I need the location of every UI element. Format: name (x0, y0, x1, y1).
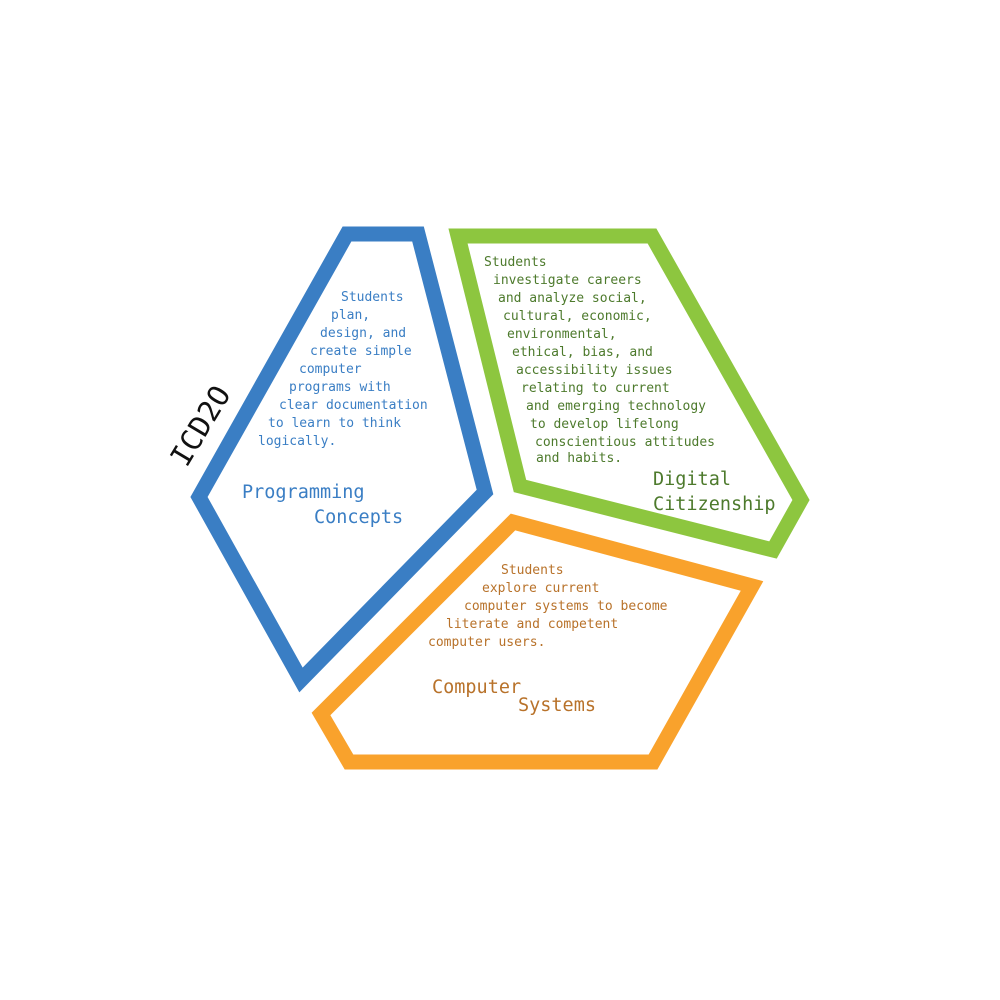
programming-concepts-outline (190, 226, 494, 693)
description-line: ethical, bias, and (512, 345, 653, 360)
digital-citizenship-outline (448, 228, 810, 559)
description-line: logically. (258, 434, 336, 449)
title-line: Citizenship (653, 494, 776, 515)
description-line: Students (341, 290, 404, 305)
description-line: design, and (320, 326, 406, 341)
description-line: and emerging technology (526, 399, 706, 414)
description-line: computer systems to become (464, 599, 668, 614)
digital-citizenship-description: Students investigate careers and analyze… (484, 255, 723, 466)
description-line: computer (299, 362, 362, 377)
title-line: Computer (432, 677, 521, 698)
description-line: plan, (331, 308, 370, 323)
description-line: create simple (310, 344, 412, 359)
computer-systems-title: Computer Systems (432, 677, 596, 716)
description-line: literate and competent (446, 617, 618, 632)
description-line: explore current (482, 581, 599, 596)
description-line: conscientious attitudes (535, 435, 715, 450)
description-line: and habits. (536, 451, 622, 466)
digital-citizenship-title: Digital Citizenship (653, 469, 776, 515)
description-line: relating to current (521, 381, 670, 396)
description-line: cultural, economic, (503, 309, 652, 324)
description-line: investigate careers (493, 273, 642, 288)
description-line: Students (501, 563, 564, 578)
programming-concepts-title: Programming Concepts (242, 482, 403, 528)
computer-systems-outline (311, 513, 764, 770)
description-line: programs with (289, 380, 391, 395)
description-line: to develop lifelong (530, 417, 679, 432)
title-line: Programming (242, 482, 365, 503)
title-line: Concepts (314, 507, 403, 528)
description-line: and analyze social, (498, 291, 647, 306)
computer-systems-description: Students explore current computer system… (428, 563, 675, 650)
programming-concepts-panel: Students plan, design, and create simple… (190, 226, 494, 693)
title-line: Systems (518, 695, 596, 716)
description-line: clear documentation (279, 398, 428, 413)
description-line: accessibility issues (516, 363, 673, 378)
title-line: Digital (653, 469, 731, 490)
description-line: to learn to think (268, 416, 401, 431)
digital-citizenship-panel: Students investigate careers and analyze… (448, 228, 810, 559)
programming-concepts-description: Students plan, design, and create simple… (258, 290, 436, 449)
computer-systems-panel: Students explore current computer system… (311, 513, 764, 770)
description-line: computer users. (428, 635, 545, 650)
description-line: environmental, (507, 327, 617, 342)
description-line: Students (484, 255, 547, 270)
